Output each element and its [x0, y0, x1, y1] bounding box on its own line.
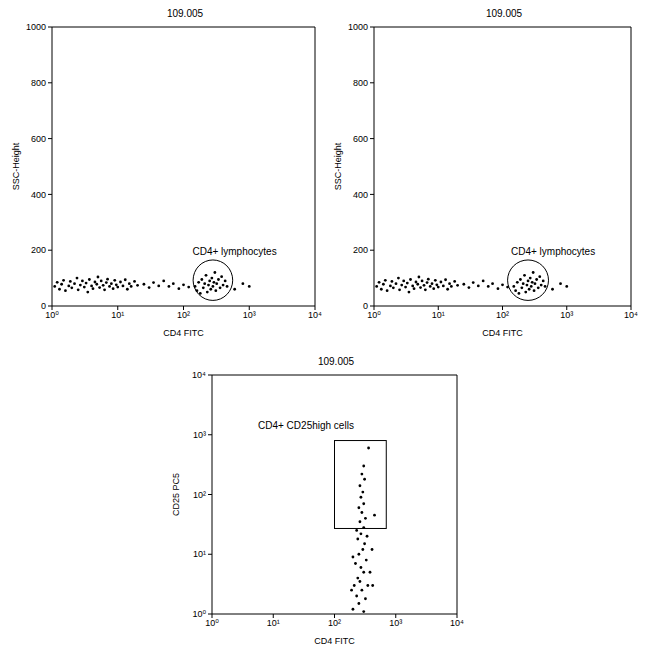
- svg-text:CD4 FITC: CD4 FITC: [314, 636, 355, 646]
- svg-text:CD25 PC5: CD25 PC5: [171, 473, 181, 516]
- svg-text:10³: 10³: [243, 310, 256, 320]
- svg-text:CD4 FITC: CD4 FITC: [163, 328, 204, 338]
- html-text:109.005: 109.005: [317, 356, 355, 367]
- html-text:CD4+ lymphocytes: CD4+ lymphocytes: [511, 246, 596, 257]
- svg-text:10²: 10²: [328, 618, 341, 628]
- svg-text:10²: 10²: [177, 310, 190, 320]
- svg-text:10⁴: 10⁴: [308, 310, 322, 320]
- svg-text:10²: 10²: [193, 490, 206, 500]
- svg-text:800: 800: [31, 78, 46, 88]
- svg-text:SSC-Height: SSC-Height: [333, 142, 343, 190]
- svg-text:1000: 1000: [26, 22, 46, 32]
- svg-text:600: 600: [31, 134, 46, 144]
- svg-text:10¹: 10¹: [432, 310, 445, 320]
- html-text:CD4+ lymphocytes: CD4+ lymphocytes: [192, 246, 277, 257]
- svg-text:10¹: 10¹: [111, 310, 124, 320]
- svg-text:CD4 FITC: CD4 FITC: [482, 328, 523, 338]
- svg-text:10⁰: 10⁰: [367, 310, 381, 320]
- svg-text:10³: 10³: [560, 310, 573, 320]
- svg-text:10⁴: 10⁴: [450, 618, 464, 628]
- html-text:109.005: 109.005: [485, 8, 523, 19]
- svg-text:1000: 1000: [348, 22, 368, 32]
- svg-text:10²: 10²: [496, 310, 509, 320]
- svg-text:10⁴: 10⁴: [192, 370, 206, 380]
- svg-text:10³: 10³: [389, 618, 402, 628]
- svg-text:200: 200: [31, 245, 46, 255]
- svg-text:400: 400: [353, 190, 368, 200]
- svg-text:SSC-Height: SSC-Height: [11, 142, 21, 190]
- svg-text:10⁰: 10⁰: [45, 310, 59, 320]
- svg-text:0: 0: [41, 301, 46, 311]
- html-text:109.005: 109.005: [166, 8, 204, 19]
- svg-text:200: 200: [353, 245, 368, 255]
- svg-text:600: 600: [353, 134, 368, 144]
- svg-text:10¹: 10¹: [193, 549, 206, 559]
- svg-text:0: 0: [363, 301, 368, 311]
- svg-text:800: 800: [353, 78, 368, 88]
- svg-text:10⁰: 10⁰: [192, 609, 206, 619]
- svg-text:10⁰: 10⁰: [205, 618, 219, 628]
- svg-text:400: 400: [31, 190, 46, 200]
- html-text:CD4+ CD25high cells: CD4+ CD25high cells: [258, 420, 354, 432]
- svg-text:10⁴: 10⁴: [624, 310, 638, 320]
- svg-text:10¹: 10¹: [267, 618, 280, 628]
- svg-text:10³: 10³: [193, 430, 206, 440]
